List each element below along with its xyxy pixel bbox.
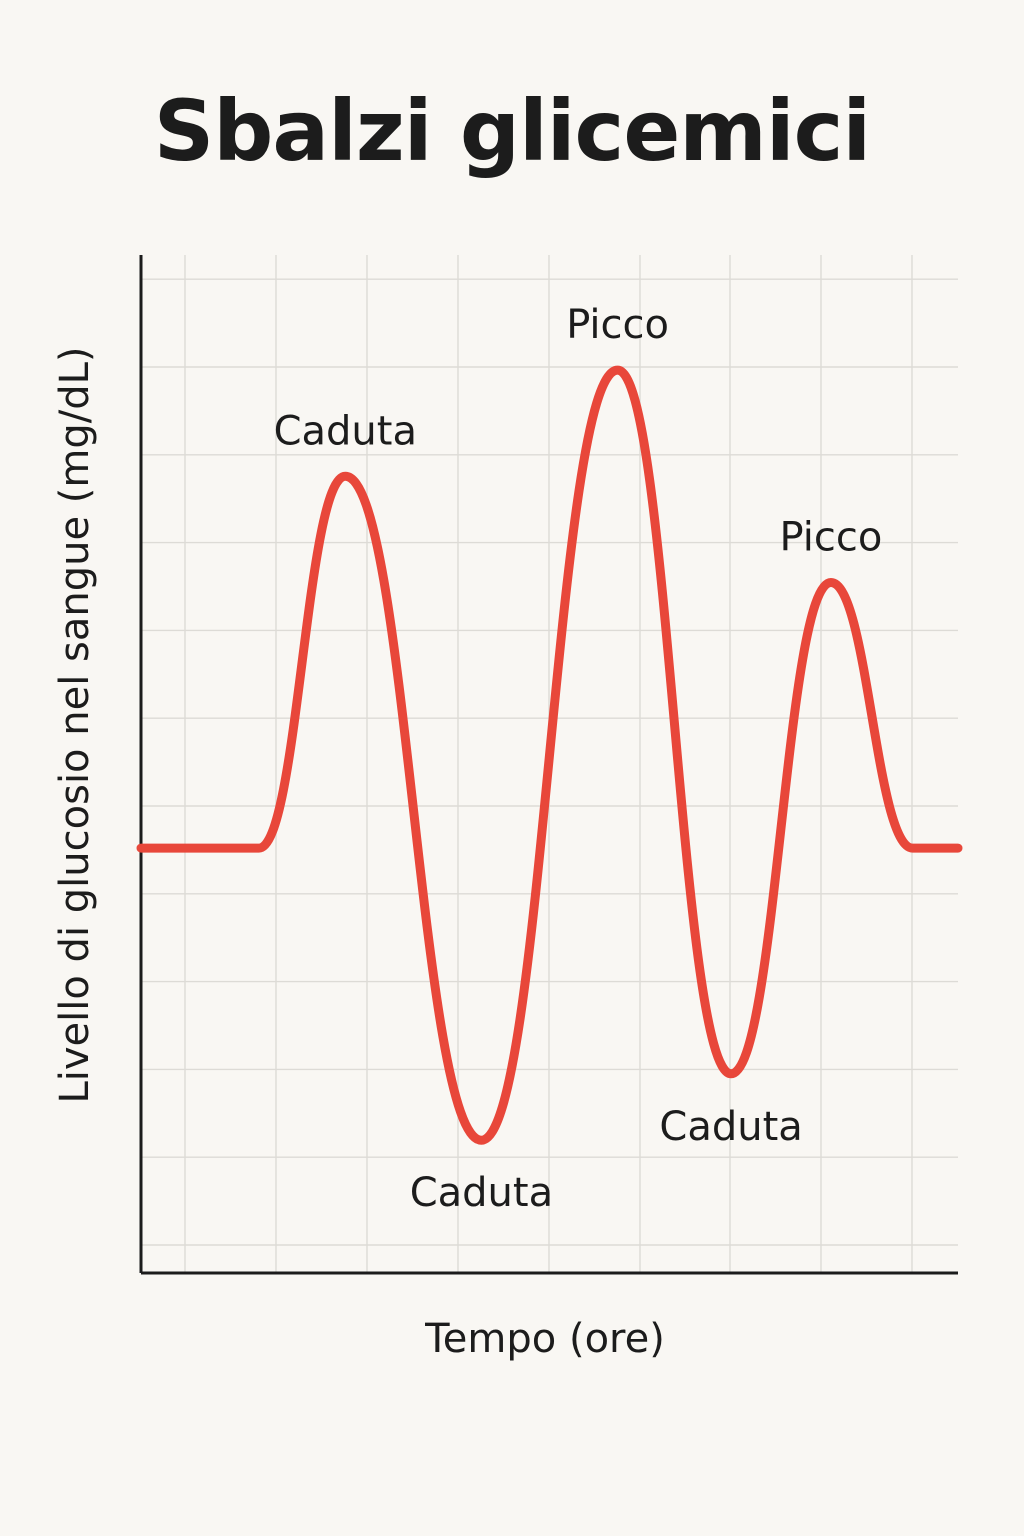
y-axis-label: Livello di glucosio nel sangue (mg/dL) [52, 346, 98, 1103]
annotation-label: Caduta [659, 1104, 802, 1150]
glucose-series-line [136, 365, 963, 1145]
annotation-label: Caduta [274, 408, 417, 454]
annotations: Caduta Picco Picco Caduta Caduta [274, 302, 883, 1216]
annotation-label: Picco [779, 515, 882, 561]
axes [139, 255, 958, 1275]
annotation-label: Caduta [410, 1170, 553, 1216]
annotation-label: Picco [566, 302, 669, 348]
grid [141, 255, 958, 1273]
x-axis-label: Tempo (ore) [424, 1316, 665, 1362]
chart-title: Sbalzi glicemici [153, 82, 871, 180]
